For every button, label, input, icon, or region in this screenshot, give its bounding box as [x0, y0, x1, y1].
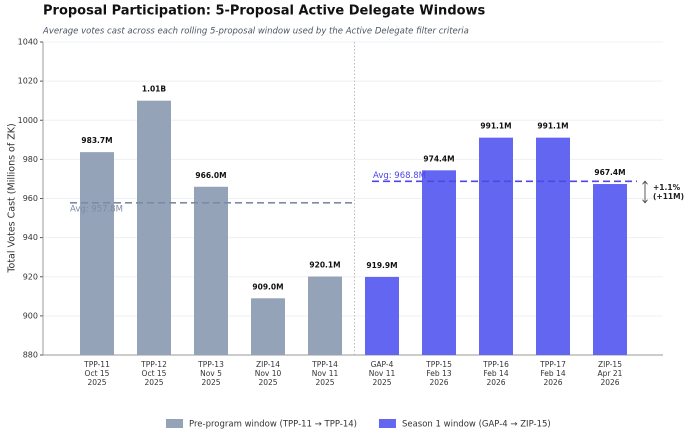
y-tick-label: 1000	[18, 116, 38, 125]
x-tick-label: TPP-12 Oct 15 2025	[140, 360, 167, 387]
value-label: 920.1M	[309, 261, 340, 270]
average-label: Avg: 957.8M	[70, 204, 123, 214]
y-tick-label: 880	[23, 351, 38, 360]
value-label: 1.01B	[142, 85, 167, 94]
arrow-head	[642, 180, 648, 185]
value-label: 983.7M	[81, 136, 112, 145]
chart-title: Proposal Participation: 5-Proposal Activ…	[43, 4, 486, 19]
y-tick-label: 1020	[18, 77, 38, 86]
value-label: 919.9M	[366, 261, 397, 270]
x-tick-label: TPP-17 Feb 14 2026	[539, 360, 566, 387]
bar	[536, 137, 570, 355]
y-tick-label: 940	[23, 233, 38, 242]
y-tick-label: 980	[23, 155, 38, 164]
x-tick-label: GAP-4 Nov 11 2025	[369, 360, 396, 387]
value-label: 966.0M	[195, 171, 226, 180]
x-tick-label: ZIP-14 Nov 10 2025	[255, 360, 282, 387]
y-tick-label: 1040	[18, 38, 38, 47]
y-axis-label: Total Votes Cast (Millions of ZK)	[7, 123, 18, 273]
x-tick-label: TPP-15 Feb 13 2026	[425, 360, 452, 387]
bar	[479, 137, 513, 355]
legend-swatch	[378, 419, 396, 428]
bar	[80, 152, 114, 355]
value-label: 967.4M	[594, 168, 625, 177]
value-label: 909.0M	[252, 282, 283, 291]
bar	[251, 298, 285, 355]
x-tick-label: ZIP-15 Apr 21 2026	[598, 360, 623, 387]
value-label: 974.4M	[423, 154, 454, 163]
x-tick-label: TPP-13 Nov 5 2025	[197, 360, 224, 387]
bar	[137, 100, 171, 355]
bar	[308, 276, 342, 355]
legend-label: Season 1 window (GAP-4 → ZIP-15)	[402, 420, 551, 430]
y-tick-label: 920	[23, 272, 38, 281]
legend-swatch	[166, 419, 183, 428]
x-tick-label: TPP-16 Feb 14 2026	[482, 360, 509, 387]
delta-annotation: (+11M)	[653, 192, 684, 201]
y-tick-label: 900	[23, 311, 38, 320]
bar	[593, 184, 627, 355]
value-label: 991.1M	[480, 122, 511, 131]
bar	[422, 170, 456, 355]
y-tick-label: 960	[23, 194, 38, 203]
legend-label: Pre-program window (TPP-11 → TPP-14)	[189, 420, 357, 430]
arrow-head	[642, 199, 648, 204]
value-label: 991.1M	[537, 122, 568, 131]
bar	[365, 276, 399, 355]
x-tick-label: TPP-14 Nov 11 2025	[311, 360, 338, 387]
x-tick-label: TPP-11 Oct 15 2025	[83, 360, 110, 387]
average-label: Avg: 968.8M	[373, 171, 426, 181]
bar	[194, 186, 228, 355]
chart-subtitle: Average votes cast across each rolling 5…	[42, 27, 469, 37]
delta-annotation: +1.1%	[653, 183, 681, 192]
